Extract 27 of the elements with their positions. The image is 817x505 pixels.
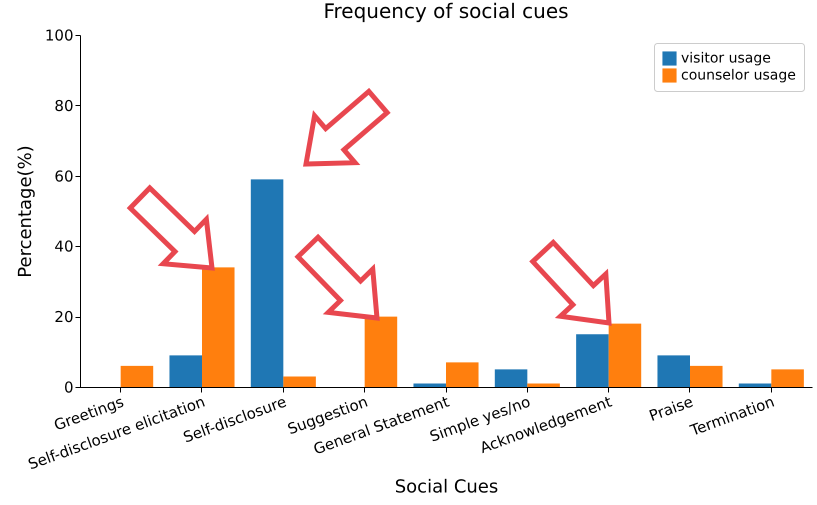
bar — [576, 334, 609, 387]
legend-label: visitor usage — [681, 50, 771, 66]
y-axis-title: Percentage(%) — [14, 145, 36, 278]
bar — [446, 362, 479, 387]
bar — [657, 355, 690, 387]
x-axis-title: Social Cues — [394, 476, 498, 498]
bar — [413, 383, 446, 387]
bar — [202, 267, 235, 387]
bar — [771, 369, 804, 387]
y-tick-label: 40 — [54, 238, 74, 256]
bar — [527, 383, 560, 387]
bar — [364, 316, 398, 387]
y-tick-label: 100 — [44, 26, 74, 44]
bar — [250, 179, 284, 387]
y-tick-label: 20 — [54, 308, 74, 326]
bar — [494, 369, 528, 387]
bar — [738, 383, 772, 387]
y-tick-label: 80 — [54, 96, 74, 115]
chart-title: Frequency of social cues — [323, 0, 569, 23]
bar — [120, 366, 154, 387]
legend-label: counselor usage — [681, 68, 796, 84]
y-tick-label: 0 — [64, 378, 74, 396]
bar — [690, 366, 723, 387]
bar — [169, 355, 202, 387]
bar — [283, 376, 316, 387]
bar — [608, 324, 642, 387]
y-tick-label: 60 — [54, 167, 74, 186]
